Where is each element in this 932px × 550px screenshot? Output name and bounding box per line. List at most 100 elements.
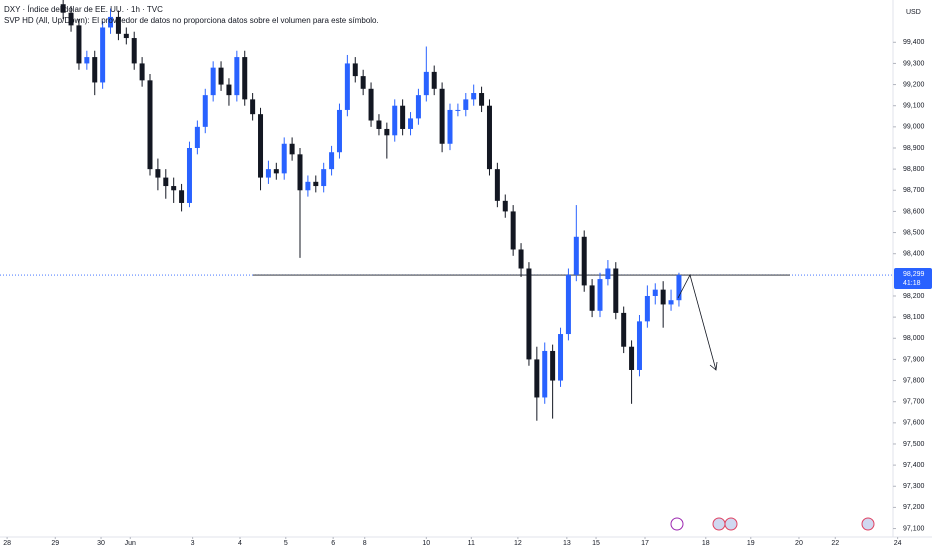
y-tick-label: 97,200	[903, 504, 925, 511]
candle-body	[313, 181, 319, 187]
y-tick-label: 97,700	[903, 399, 925, 406]
y-tick-label: 97,500	[903, 441, 925, 448]
candle-body	[408, 118, 414, 129]
candle-body	[194, 126, 200, 148]
candle-body	[455, 109, 461, 111]
candle-body	[621, 312, 627, 347]
candle-body	[392, 105, 398, 136]
candle-body	[305, 181, 311, 191]
y-tick-label: 98,100	[903, 314, 925, 321]
x-tick-label: 11	[468, 540, 475, 547]
x-tick-label: 18	[702, 540, 710, 547]
event-icon[interactable]	[724, 517, 738, 531]
candle-body	[336, 109, 342, 153]
x-tick-label: 19	[747, 540, 755, 547]
x-tick-label: 3	[191, 540, 195, 547]
y-tick-label: 97,400	[903, 462, 925, 469]
candle-body	[368, 88, 374, 121]
candle-body	[139, 63, 145, 81]
candle-body	[644, 295, 650, 322]
candle-body	[629, 346, 635, 370]
y-tick-label: 97,900	[903, 356, 925, 363]
candle-body	[179, 190, 185, 203]
candle-body	[660, 289, 666, 305]
candle-body	[613, 268, 619, 313]
candle-body	[273, 169, 279, 174]
y-tick-label: 99,100	[903, 103, 925, 110]
candle-body	[123, 33, 129, 39]
candle-body	[581, 236, 587, 286]
candle-body	[265, 169, 271, 178]
currency: USD	[906, 9, 921, 16]
candle-body	[573, 236, 579, 275]
event-icon[interactable]	[712, 517, 726, 531]
x-tick-label: 24	[894, 540, 902, 547]
candle-body	[526, 268, 532, 360]
candle-body	[289, 143, 295, 155]
candle-body	[463, 99, 469, 110]
candle-body	[479, 93, 485, 106]
price-badge-value: 98,299	[903, 271, 925, 278]
candle-body	[502, 200, 508, 212]
candle-body	[115, 16, 121, 34]
y-tick-label: 98,800	[903, 166, 925, 173]
y-tick-label: 98,200	[903, 293, 925, 300]
y-tick-label: 97,800	[903, 377, 925, 384]
x-tick-label: 22	[831, 540, 839, 547]
candle-body	[542, 350, 548, 398]
drawn-arrow	[677, 273, 718, 371]
candle-body	[226, 84, 232, 96]
y-tick-label: 99,200	[903, 81, 925, 88]
candle-body	[565, 274, 571, 335]
price-badge	[894, 268, 932, 290]
candle-body	[439, 88, 445, 144]
y-tick-label: 98,700	[903, 187, 925, 194]
candle-body	[281, 143, 287, 174]
candle-body	[384, 128, 390, 136]
candle-body	[550, 350, 556, 381]
candle-body	[100, 27, 106, 83]
event-icon[interactable]	[670, 517, 684, 531]
candle-body	[352, 63, 358, 77]
candle-body	[558, 334, 564, 381]
candle-body	[76, 25, 82, 64]
candle-body	[297, 154, 303, 191]
y-tick-label: 98,500	[903, 229, 925, 236]
candle-body	[534, 359, 540, 398]
x-tick-label: 17	[641, 540, 649, 547]
x-tick-label: 5	[284, 540, 288, 547]
candle-body	[676, 275, 682, 301]
candle-body	[60, 4, 66, 13]
x-tick-label: 13	[563, 540, 571, 547]
x-tick-label: Jun	[125, 540, 136, 547]
candle-body	[589, 285, 595, 311]
indicator-note: SVP HD (All, Up/Down): El proveedor de d…	[4, 16, 379, 25]
candle-body	[360, 76, 366, 89]
y-tick-label: 99,300	[903, 60, 925, 67]
chart-title: DXY · Índice del dólar de EE. UU. · 1h ·…	[4, 5, 163, 14]
event-icon[interactable]	[861, 517, 875, 531]
x-tick-label: 30	[97, 540, 105, 547]
y-tick-label: 98,600	[903, 208, 925, 215]
candle-body	[471, 93, 477, 100]
candle-body	[171, 186, 177, 191]
candle-body	[344, 63, 350, 110]
candle-body	[210, 67, 216, 96]
candle-body	[163, 177, 169, 187]
y-tick-label: 97,600	[903, 420, 925, 427]
candle-body	[668, 300, 674, 305]
candle-body	[400, 105, 406, 129]
candle-body	[510, 211, 516, 250]
candle-body	[108, 16, 114, 28]
candle-body	[447, 109, 453, 144]
x-tick-label: 15	[592, 540, 600, 547]
y-tick-label: 97,300	[903, 483, 925, 490]
candle-body	[415, 95, 421, 119]
y-tick-label: 98,000	[903, 335, 925, 342]
candle-body	[518, 249, 524, 269]
x-tick-label: 29	[51, 540, 59, 547]
x-tick-label: 6	[331, 540, 335, 547]
candle-body	[376, 120, 382, 129]
